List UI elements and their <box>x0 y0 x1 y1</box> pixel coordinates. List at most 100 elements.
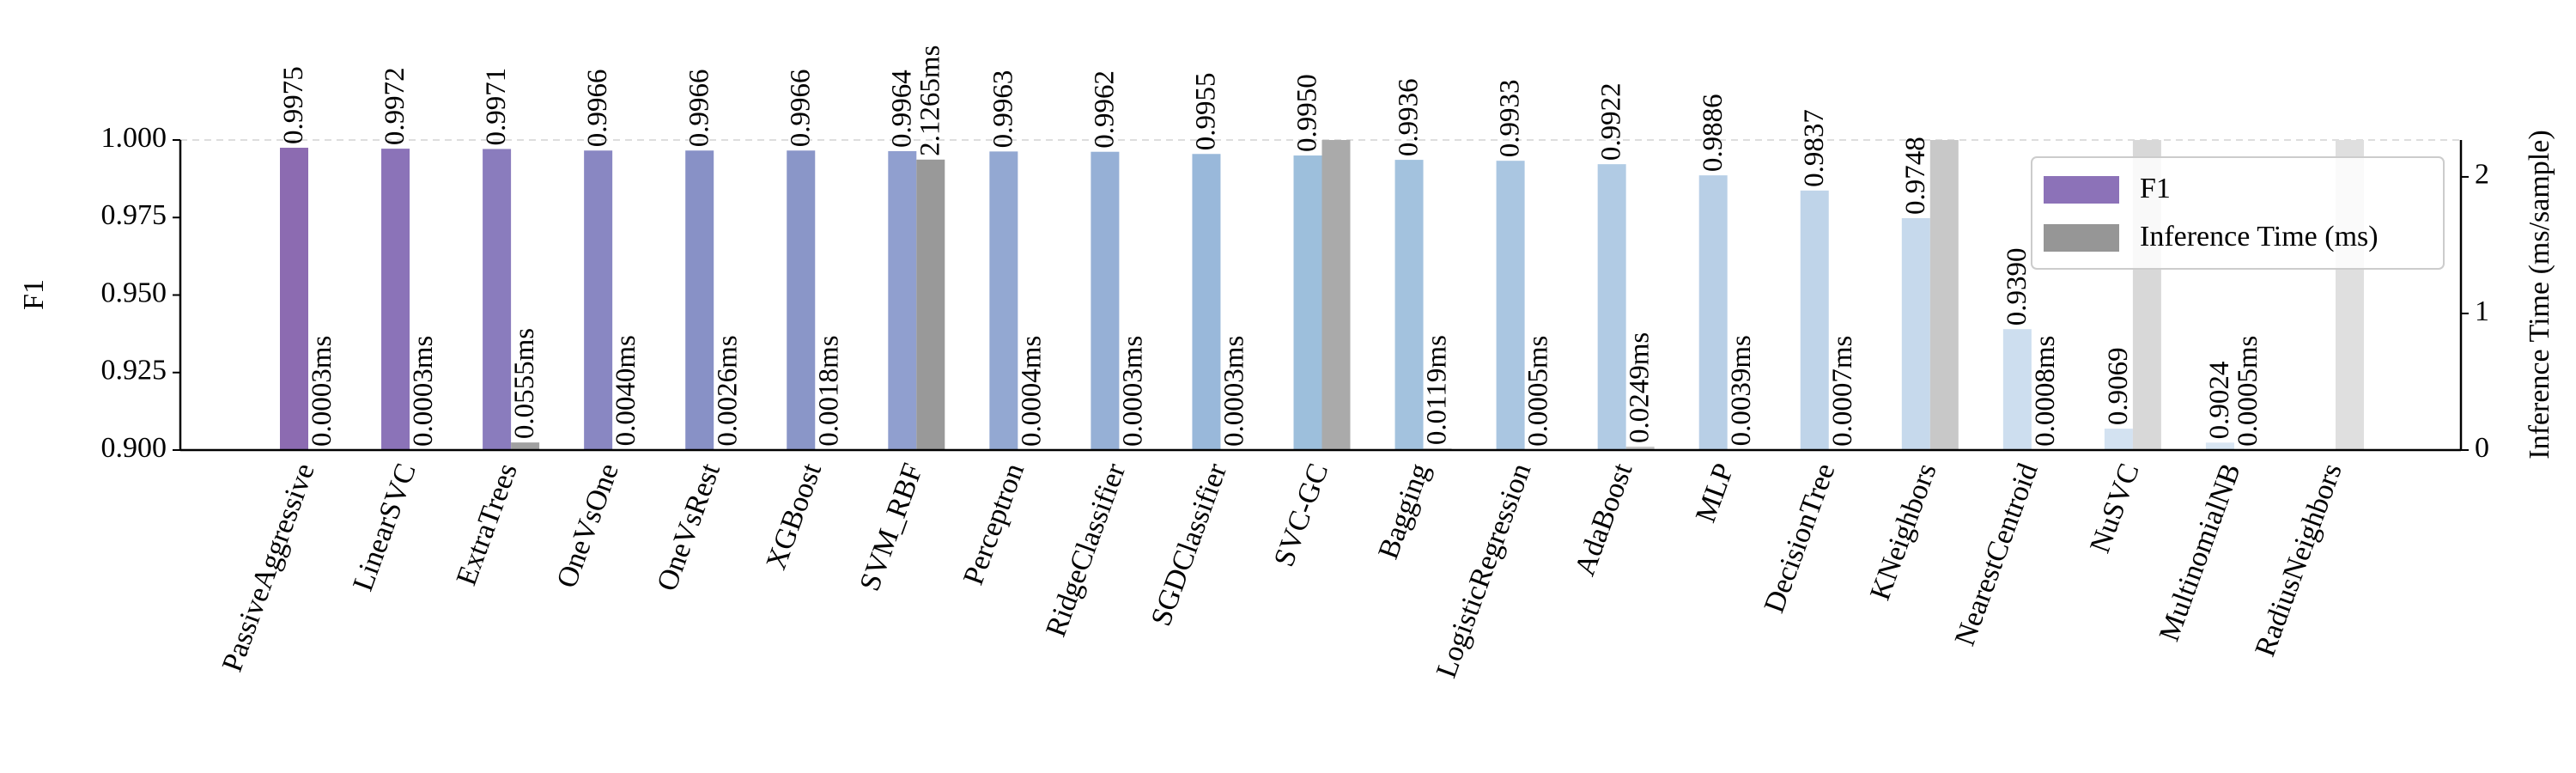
value-label: 0.0003ms <box>408 336 439 447</box>
value-label: 0.9837 <box>1799 109 1830 187</box>
bar <box>1698 175 1728 451</box>
x-tick-label: KNeighbors <box>1864 460 1943 605</box>
y-tick-label: 0.900 <box>101 432 167 464</box>
value-label: 0.0249ms <box>1625 332 1656 443</box>
bar <box>787 150 816 451</box>
value-label: 0.9955 <box>1191 72 1222 150</box>
bar <box>280 148 308 450</box>
value-label: 0.9963 <box>987 70 1018 149</box>
value-label: 0.0003ms <box>307 336 337 447</box>
x-tick-label: MLP <box>1690 460 1741 526</box>
x-tick-label: XGBoost <box>760 459 828 574</box>
x-tick-label: LinearSVC <box>347 460 422 595</box>
y2-tick-label: 2 <box>2475 159 2489 191</box>
legend-label: F1 <box>2140 173 2171 204</box>
value-label: 0.9964 <box>886 70 917 148</box>
y-tick-label: 0.925 <box>101 355 167 386</box>
value-label: 0.9972 <box>380 67 410 145</box>
value-label: 0.0039ms <box>1726 335 1757 446</box>
x-tick-label: MultinomialNB <box>2154 460 2247 646</box>
x-tick-label: RadiusNeighbors <box>2249 460 2348 661</box>
y2-tick-label: 0 <box>2475 432 2489 464</box>
x-tick-label: SGDClassifier <box>1145 459 1234 630</box>
bar <box>1293 155 1322 451</box>
bar <box>2104 429 2133 450</box>
x-tick-label: ExtraTrees <box>451 460 524 590</box>
bar <box>1394 160 1424 450</box>
x-tick-label: Perceptron <box>957 460 1030 589</box>
bar <box>2205 442 2234 450</box>
value-label: 0.9390 <box>2002 247 2032 326</box>
value-label: 0.9922 <box>1596 82 1627 161</box>
value-label: 0.0026ms <box>712 335 743 446</box>
value-label: 0.9886 <box>1698 94 1728 172</box>
bar <box>483 149 512 450</box>
value-label: 0.0007ms <box>1827 336 1858 447</box>
y2-tick-label: 1 <box>2475 295 2489 327</box>
value-label: 0.9024 <box>2204 362 2235 440</box>
bar <box>1192 154 1221 450</box>
value-label: 0.0119ms <box>1422 335 1453 445</box>
x-tick-label: Bagging <box>1372 460 1436 563</box>
y2-axis-label: Inference Time (ms/sample) <box>2524 130 2555 459</box>
value-label: 0.9971 <box>481 68 512 146</box>
value-label: 0.9950 <box>1292 74 1323 152</box>
bar <box>1321 140 1351 450</box>
value-label: 0.9966 <box>582 70 613 148</box>
bar <box>1597 164 1626 450</box>
bar <box>989 151 1018 450</box>
bar <box>1929 140 1959 450</box>
value-label: 0.0003ms <box>1219 336 1250 447</box>
x-tick-label: OneVsOne <box>551 460 625 593</box>
legend-label: Inference Time (ms) <box>2140 221 2379 253</box>
value-label: 0.0004ms <box>1016 336 1047 447</box>
value-label: 0.0005ms <box>1523 336 1554 447</box>
value-label: 0.0003ms <box>1117 336 1148 447</box>
bar <box>1800 190 1829 450</box>
x-tick-label: NuSVC <box>2084 460 2146 557</box>
value-label: 0.0005ms <box>2233 336 2263 447</box>
y-axis-label: F1 <box>18 279 50 310</box>
bar <box>1901 217 1930 451</box>
value-label: 0.9748 <box>1900 137 1931 215</box>
bar <box>1091 151 1120 450</box>
legend-swatch <box>2044 176 2119 204</box>
x-tick-label: PassiveAggressive <box>216 460 321 676</box>
legend-box <box>2031 156 2445 270</box>
legend: F1 Inference Time (ms) <box>2031 156 2445 270</box>
value-label: 0.9069 <box>2103 347 2134 425</box>
y-tick-label: 1.000 <box>101 122 167 154</box>
x-tick-label: LogisticRegression <box>1431 460 1538 682</box>
value-label: 0.9936 <box>1394 78 1425 156</box>
x-tick-label: SVC-GC <box>1268 460 1334 571</box>
value-label: 0.9975 <box>278 66 309 144</box>
x-tick-label: RidgeClassifier <box>1040 459 1132 641</box>
value-label: 0.9966 <box>683 70 714 148</box>
bar <box>685 150 714 451</box>
x-tick-label: DecisionTree <box>1759 460 1842 618</box>
value-label: 0.0555ms <box>509 328 540 439</box>
x-tick-label: SVM_RBF <box>854 460 929 595</box>
x-tick-label: NearestCentroid <box>1949 460 2044 650</box>
value-label: 0.0018ms <box>813 335 844 446</box>
y-tick-label: 0.950 <box>101 277 167 308</box>
bar <box>381 149 410 450</box>
bar <box>584 150 613 451</box>
y-tick-label: 0.975 <box>101 199 167 231</box>
value-label: 0.9933 <box>1495 79 1526 157</box>
bar <box>511 442 540 450</box>
value-label: 0.0040ms <box>611 335 641 446</box>
bar <box>1496 161 1525 450</box>
bar <box>916 159 945 450</box>
bar <box>888 150 917 450</box>
value-label: 0.0008ms <box>2030 336 2061 447</box>
value-label: 0.9962 <box>1089 70 1120 149</box>
legend-swatch <box>2044 224 2119 252</box>
bar <box>1625 447 1655 450</box>
x-tick-label: OneVsRest <box>651 459 726 595</box>
value-label: 2.1265ms <box>914 46 945 156</box>
value-label: 0.9966 <box>785 70 816 148</box>
bar <box>2002 329 2032 450</box>
x-tick-label: AdaBoost <box>1569 459 1638 580</box>
